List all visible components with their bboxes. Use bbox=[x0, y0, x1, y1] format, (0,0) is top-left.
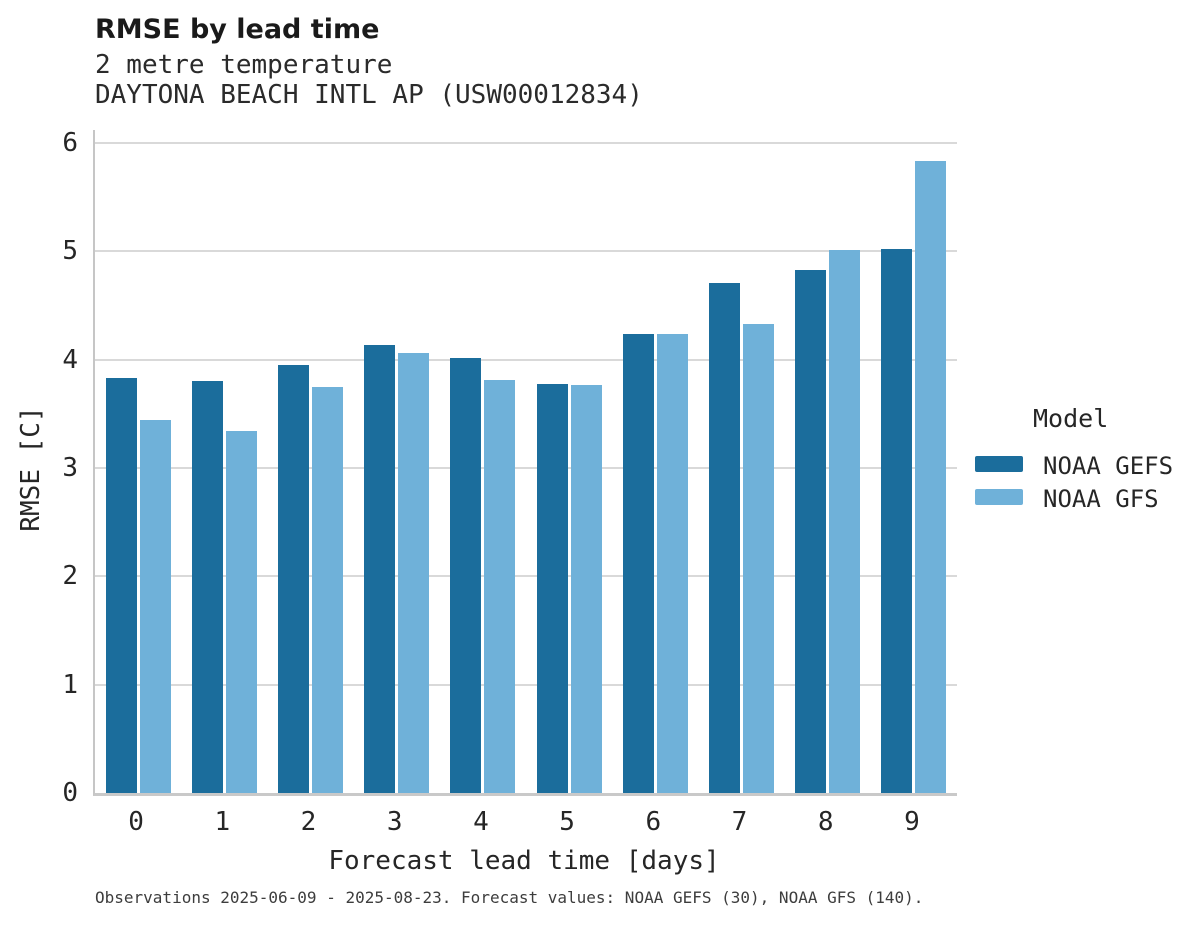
bar-noaa-gfs-lead-6 bbox=[656, 333, 688, 793]
footer-note: Observations 2025-06-09 - 2025-08-23. Fo… bbox=[95, 888, 924, 907]
bar-noaa-gefs-lead-7 bbox=[709, 282, 740, 793]
x-axis-label: Forecast lead time [days] bbox=[328, 846, 720, 876]
gridline-y-4 bbox=[95, 358, 957, 361]
y-tick-label-0: 0 bbox=[62, 778, 78, 808]
legend-swatch-noaa-gfs bbox=[975, 489, 1023, 505]
x-tick-label-7: 7 bbox=[731, 807, 748, 837]
gridline-y-2 bbox=[95, 575, 957, 578]
bar-noaa-gfs-lead-9 bbox=[915, 161, 947, 793]
bar-noaa-gfs-lead-4 bbox=[484, 380, 516, 793]
legend-entry-noaa-gefs: NOAA GEFS bbox=[975, 452, 1190, 480]
x-tick-label-0: 0 bbox=[128, 807, 144, 837]
legend-label-noaa-gefs: NOAA GEFS bbox=[1043, 452, 1174, 480]
x-tick-label-2: 2 bbox=[300, 807, 317, 837]
x-tick-label-3: 3 bbox=[386, 807, 403, 837]
x-tick-label-9: 9 bbox=[904, 807, 920, 837]
bar-noaa-gfs-lead-0 bbox=[139, 420, 171, 793]
legend-title: Model bbox=[1033, 404, 1109, 433]
bar-noaa-gefs-lead-0 bbox=[105, 378, 137, 793]
x-tick-label-8: 8 bbox=[817, 807, 834, 837]
x-tick-label-5: 5 bbox=[559, 807, 575, 837]
chart-subtitle-variable: 2 metre temperature bbox=[95, 50, 393, 80]
bar-noaa-gefs-lead-1 bbox=[191, 381, 223, 793]
x-tick-label-6: 6 bbox=[645, 807, 662, 837]
x-tick-label-1: 1 bbox=[214, 807, 231, 837]
bar-noaa-gefs-lead-4 bbox=[450, 357, 482, 793]
gridline-y-5 bbox=[95, 250, 957, 253]
legend-entry-noaa-gfs: NOAA GFS bbox=[975, 485, 1190, 513]
y-tick-label-2: 2 bbox=[62, 561, 78, 592]
bar-noaa-gefs-lead-3 bbox=[364, 344, 396, 793]
bar-noaa-gefs-lead-9 bbox=[881, 249, 913, 793]
y-tick-label-5: 5 bbox=[62, 236, 78, 267]
bar-noaa-gefs-lead-5 bbox=[536, 383, 568, 793]
plot-area bbox=[93, 130, 957, 796]
bar-noaa-gfs-lead-2 bbox=[312, 386, 343, 793]
bar-noaa-gefs-lead-2 bbox=[278, 365, 309, 793]
bar-noaa-gfs-lead-5 bbox=[570, 384, 602, 793]
y-tick-label-1: 1 bbox=[62, 669, 78, 700]
y-tick-label-6: 6 bbox=[62, 128, 78, 158]
bar-noaa-gfs-lead-8 bbox=[829, 250, 861, 793]
chart-title: RMSE by lead time bbox=[95, 14, 380, 45]
y-tick-label-4: 4 bbox=[62, 344, 78, 375]
x-tick-label-4: 4 bbox=[473, 807, 489, 837]
legend-swatch-noaa-gefs bbox=[975, 456, 1023, 472]
bar-noaa-gfs-lead-7 bbox=[743, 323, 774, 793]
chart-subtitle-station: DAYTONA BEACH INTL AP (USW00012834) bbox=[95, 80, 643, 110]
gridline-y-1 bbox=[95, 683, 957, 686]
bar-noaa-gefs-lead-6 bbox=[622, 333, 654, 793]
bar-noaa-gefs-lead-8 bbox=[795, 269, 827, 793]
bar-noaa-gfs-lead-3 bbox=[398, 353, 430, 793]
bar-noaa-gfs-lead-1 bbox=[225, 431, 257, 793]
gridline-y-3 bbox=[95, 467, 957, 469]
gridline-y-6 bbox=[95, 142, 957, 144]
legend-label-noaa-gfs: NOAA GFS bbox=[1043, 485, 1159, 513]
y-tick-label-3: 3 bbox=[62, 453, 78, 483]
